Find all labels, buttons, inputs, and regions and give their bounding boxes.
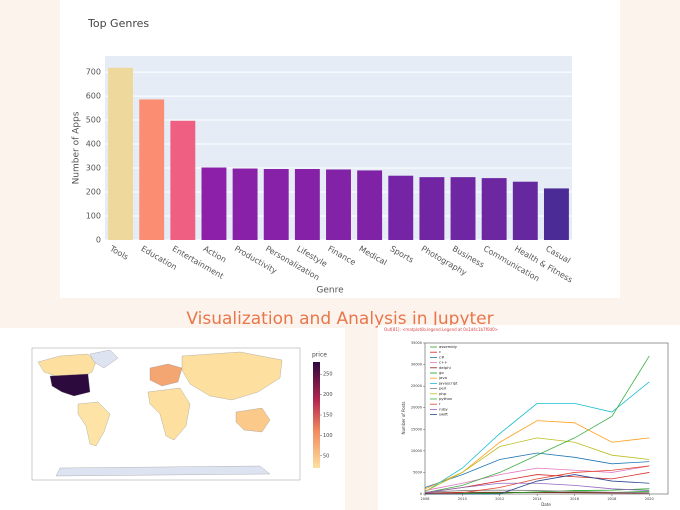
bar [108, 67, 134, 241]
bar [139, 99, 165, 241]
x-tick-label: 2018 [607, 497, 616, 501]
x-tick-label: 2016 [570, 497, 579, 501]
legend-label: delphi [439, 365, 451, 370]
series-line [425, 474, 650, 495]
x-tick-label: 2008 [421, 497, 430, 501]
legend-label: python [439, 396, 453, 401]
annotation: Out[81]: <matplotlib.legend.Legend at 0x… [384, 327, 498, 332]
y-axis-label: Number of Posts [401, 402, 406, 435]
colorbar [313, 362, 320, 468]
x-axis-label: Genre [316, 286, 344, 296]
bar [481, 178, 507, 240]
legend-label: go [439, 370, 444, 375]
series-line [424, 489, 650, 494]
series-line [424, 381, 650, 493]
bar [512, 181, 538, 240]
bar [419, 177, 445, 240]
colorbar-tick-label: 250 [323, 372, 333, 378]
y-tick-label: 20000 [411, 406, 422, 410]
y-tick-label: 0 [420, 492, 422, 496]
y-tick-label: 400 [86, 140, 101, 149]
bar [357, 170, 383, 240]
legend-label: c++ [439, 360, 447, 365]
colorbar-tick-label: 100 [323, 433, 333, 439]
map-land [37, 349, 283, 477]
bar [294, 168, 320, 240]
legend-label: php [439, 391, 447, 396]
x-axis-label: Date [541, 502, 551, 507]
legend-label: c [439, 349, 441, 354]
y-tick-label: 700 [86, 68, 101, 77]
y-tick-label: 25000 [411, 384, 422, 388]
legend-label: swift [439, 412, 448, 417]
chart-title: Top Genres [87, 17, 149, 30]
series-line [424, 355, 650, 494]
legend-label: javascript [438, 380, 458, 385]
y-tick-label: 600 [86, 92, 101, 101]
colorbar-title: price [312, 352, 327, 359]
colorbar-tick-label: 50 [323, 453, 329, 459]
legend-label: ruby [439, 406, 448, 411]
y-tick-label: 35000 [411, 341, 422, 345]
bar [263, 168, 289, 240]
series-line [424, 465, 650, 495]
y-tick-label: 15000 [411, 427, 422, 431]
y-tick-label: 10000 [411, 449, 422, 453]
line-plot-area [424, 342, 669, 495]
bar [450, 177, 476, 240]
y-tick-label: 0 [96, 236, 101, 245]
legend-label: r [439, 401, 441, 406]
bar [201, 167, 227, 240]
heading: Visualization and Analysis in Jupyter [186, 309, 493, 329]
bar [543, 188, 569, 240]
colorbar-tick-label: 150 [323, 413, 333, 419]
bar [232, 168, 258, 240]
legend-label: perl [439, 386, 446, 391]
y-tick-label: 100 [86, 212, 101, 221]
y-axis-label: Number of Apps [72, 111, 82, 184]
x-tick-label: 2012 [495, 497, 504, 501]
x-tick-label: 2010 [458, 497, 467, 501]
series-line [424, 452, 650, 488]
series-line [424, 491, 650, 494]
legend-label: assembly [439, 344, 458, 349]
y-tick-label: 30000 [411, 363, 422, 367]
bar [170, 120, 196, 240]
legend-label: c# [439, 354, 444, 359]
bar [326, 169, 351, 240]
legend-label: java [438, 375, 447, 380]
y-tick-label: 5000 [413, 470, 422, 474]
y-tick-label: 300 [86, 164, 101, 173]
y-tick-label: 500 [86, 116, 101, 125]
y-tick-label: 200 [86, 188, 101, 197]
x-tick-label: 2014 [533, 497, 543, 501]
series-line [424, 482, 650, 494]
line-panel [378, 325, 680, 510]
bar [388, 175, 414, 240]
series-line [424, 465, 650, 491]
series-line [424, 437, 650, 492]
colorbar-tick-label: 200 [323, 392, 333, 398]
x-tick-label: 2020 [645, 497, 654, 501]
